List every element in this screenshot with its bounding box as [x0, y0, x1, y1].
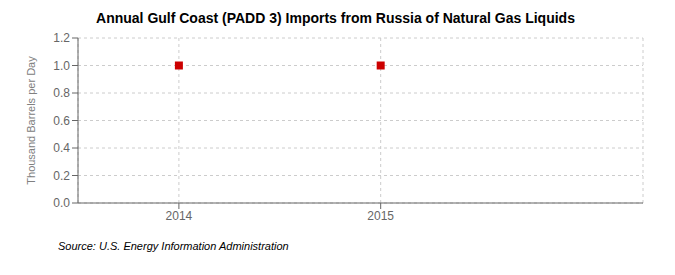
html-text:Annual Gulf Coast (PADD 3) Imp: Annual Gulf Coast (PADD 3) Imports from …	[96, 10, 575, 26]
svg-text:0.2: 0.2	[53, 169, 70, 183]
svg-text:0.4: 0.4	[53, 141, 70, 155]
svg-text:1.0: 1.0	[53, 59, 70, 73]
svg-text:2014: 2014	[166, 209, 193, 223]
svg-text:1.2: 1.2	[53, 31, 70, 45]
svg-text:0.0: 0.0	[53, 196, 70, 210]
svg-text:0.8: 0.8	[53, 86, 70, 100]
html-text:Source: U.S. Energy Informatio: Source: U.S. Energy Information Administ…	[58, 240, 289, 252]
svg-text:0.6: 0.6	[53, 114, 70, 128]
svg-text:Thousand Barrels per Day: Thousand Barrels per Day	[25, 56, 37, 185]
svg-text:2015: 2015	[367, 209, 394, 223]
